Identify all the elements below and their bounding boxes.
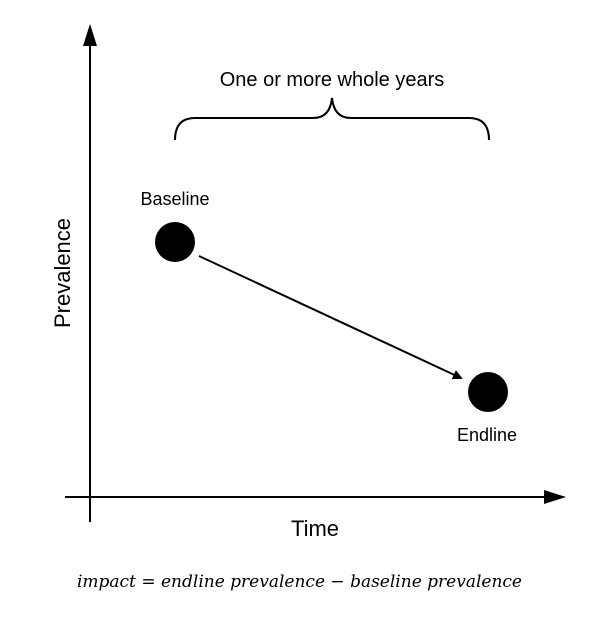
x-axis-arrowhead [544,490,566,504]
y-axis-label: Prevalence [50,218,75,328]
formula-equals: = [141,572,156,592]
bracket-label: One or more whole years [220,69,445,91]
endline-point [468,372,508,412]
baseline-point [155,222,195,262]
formula-lhs: impact [76,572,136,592]
time-span-bracket [174,97,490,141]
prevalence-diagram: One or more whole years Baseline Endline… [50,24,566,541]
formula-term-baseline: baseline prevalence [350,572,522,592]
baseline-label: Baseline [140,189,209,209]
y-axis-arrowhead [83,24,97,46]
x-axis-label: Time [291,516,339,541]
change-arrow [198,255,463,380]
impact-formula: impact = endline prevalence − baseline p… [0,572,599,592]
endline-label: Endline [457,425,517,445]
formula-minus: − [330,572,345,592]
formula-term-endline: endline prevalence [160,572,325,592]
